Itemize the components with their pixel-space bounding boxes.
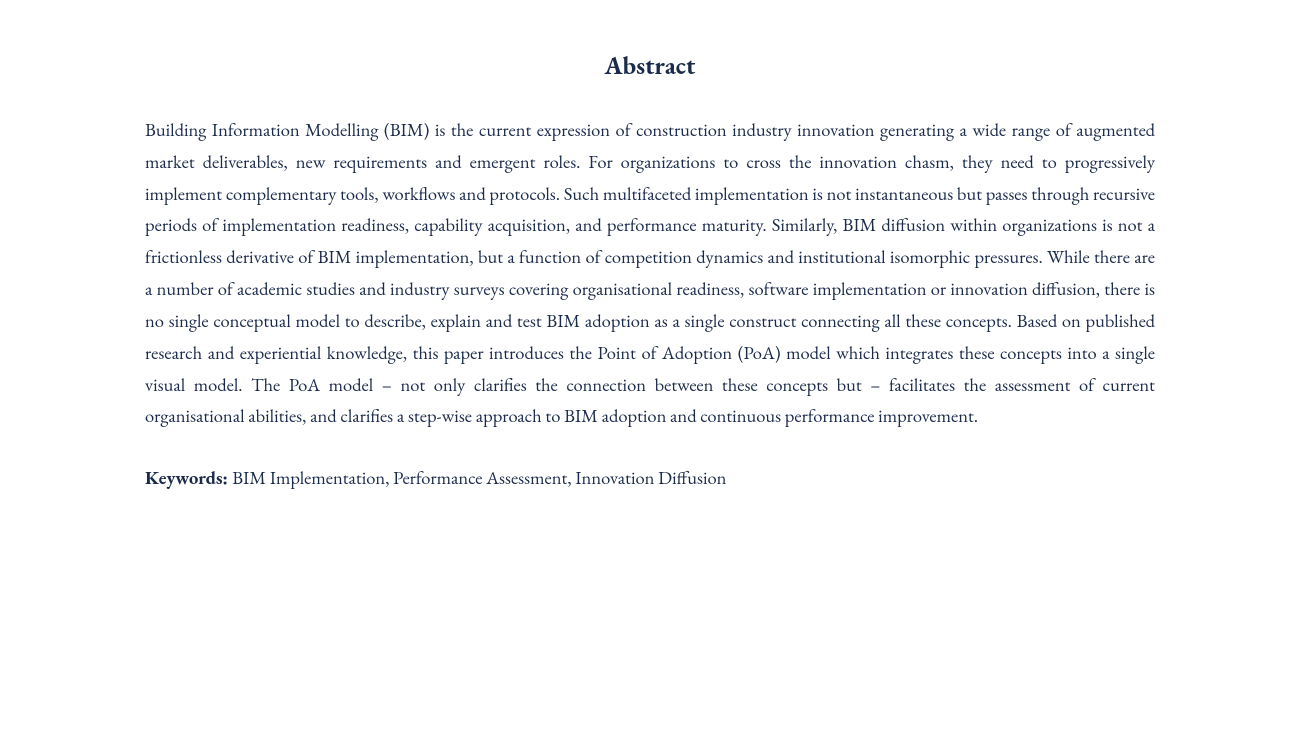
keywords-line: Keywords: BIM Implementation, Performanc…	[145, 462, 1155, 494]
keywords-value: BIM Implementation, Performance Assessme…	[232, 465, 726, 490]
abstract-title: Abstract	[145, 50, 1155, 82]
abstract-body: Building Information Modelling (BIM) is …	[145, 114, 1155, 432]
keywords-label: Keywords:	[145, 465, 232, 490]
abstract-section: Abstract Building Information Modelling …	[145, 50, 1155, 494]
